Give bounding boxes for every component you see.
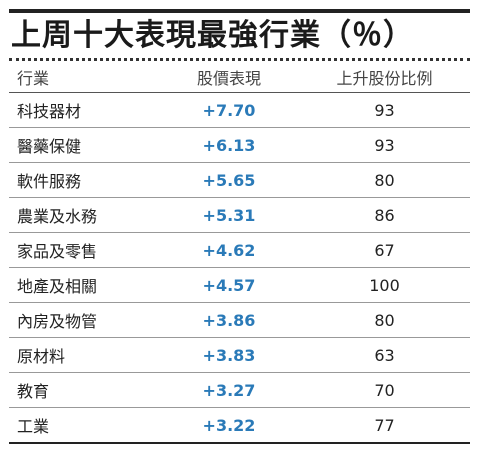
industry-cell: 農業及水務 — [9, 197, 159, 233]
performance-cell: +3.27 — [159, 372, 299, 408]
table-row: 醫藥保健 +6.13 93 — [9, 127, 470, 163]
ratio-cell: 93 — [299, 92, 470, 128]
industry-cell: 科技器材 — [9, 92, 159, 128]
table-body: 科技器材 +7.70 93 醫藥保健 +6.13 93 軟件服務 +5.65 8… — [9, 92, 470, 443]
table-row: 原材料 +3.83 63 — [9, 337, 470, 373]
bottom-rule — [9, 442, 470, 444]
performance-cell: +3.22 — [202, 415, 256, 435]
header-row: 行業 股價表現 上升股份比例 — [9, 61, 470, 93]
table-row: 農業及水務 +5.31 86 — [9, 197, 470, 233]
ratio-cell: 67 — [299, 232, 470, 268]
top-rule — [9, 9, 470, 13]
industry-cell: 地產及相關 — [9, 267, 159, 303]
ratio-cell: 77 — [374, 415, 395, 435]
table-row: 家品及零售 +4.62 67 — [9, 232, 470, 268]
ratio-cell: 70 — [299, 372, 470, 408]
industry-cell: 軟件服務 — [9, 162, 159, 198]
performance-cell: +3.83 — [159, 337, 299, 373]
table-header: 行業 股價表現 上升股份比例 — [9, 61, 470, 93]
table-row: 地產及相關 +4.57 100 — [9, 267, 470, 303]
dotted-divider — [9, 58, 470, 61]
ratio-cell: 63 — [299, 337, 470, 373]
ratio-cell: 93 — [299, 127, 470, 163]
header-performance: 股價表現 — [159, 61, 299, 93]
industry-cell: 醫藥保健 — [9, 127, 159, 163]
ratio-cell: 86 — [299, 197, 470, 233]
industry-cell: 原材料 — [9, 337, 159, 373]
header-ratio: 上升股份比例 — [299, 61, 470, 93]
table-row: 教育 +3.27 70 — [9, 372, 470, 408]
performance-cell: +5.31 — [159, 197, 299, 233]
table-title: 上周十大表現最強行業（％） — [11, 18, 414, 53]
table-row: 內房及物管 +3.86 80 — [9, 302, 470, 338]
table-row: 工業 +3.22 77 — [9, 408, 470, 443]
industry-performance-table: 行業 股價表現 上升股份比例 科技器材 +7.70 93 醫藥保健 +6.13 … — [9, 61, 470, 442]
performance-cell: +4.57 — [159, 267, 299, 303]
table-row: 科技器材 +7.70 93 — [9, 92, 470, 128]
performance-cell: +5.65 — [159, 162, 299, 198]
industry-cell: 內房及物管 — [9, 302, 159, 338]
industry-cell: 家品及零售 — [9, 232, 159, 268]
industry-cell: 工業 — [17, 417, 50, 436]
industry-cell: 教育 — [9, 372, 159, 408]
header-industry: 行業 — [9, 61, 159, 93]
performance-cell: +4.62 — [159, 232, 299, 268]
table-row: 軟件服務 +5.65 80 — [9, 162, 470, 198]
performance-cell: +7.70 — [159, 92, 299, 128]
ratio-cell: 80 — [299, 162, 470, 198]
ratio-cell: 80 — [299, 302, 470, 338]
ratio-cell: 100 — [299, 267, 470, 303]
table-card: 上周十大表現最強行業（％） 行業 股價表現 上升股份比例 科技器材 +7.70 … — [9, 9, 470, 444]
performance-cell: +3.86 — [159, 302, 299, 338]
performance-cell: +6.13 — [159, 127, 299, 163]
